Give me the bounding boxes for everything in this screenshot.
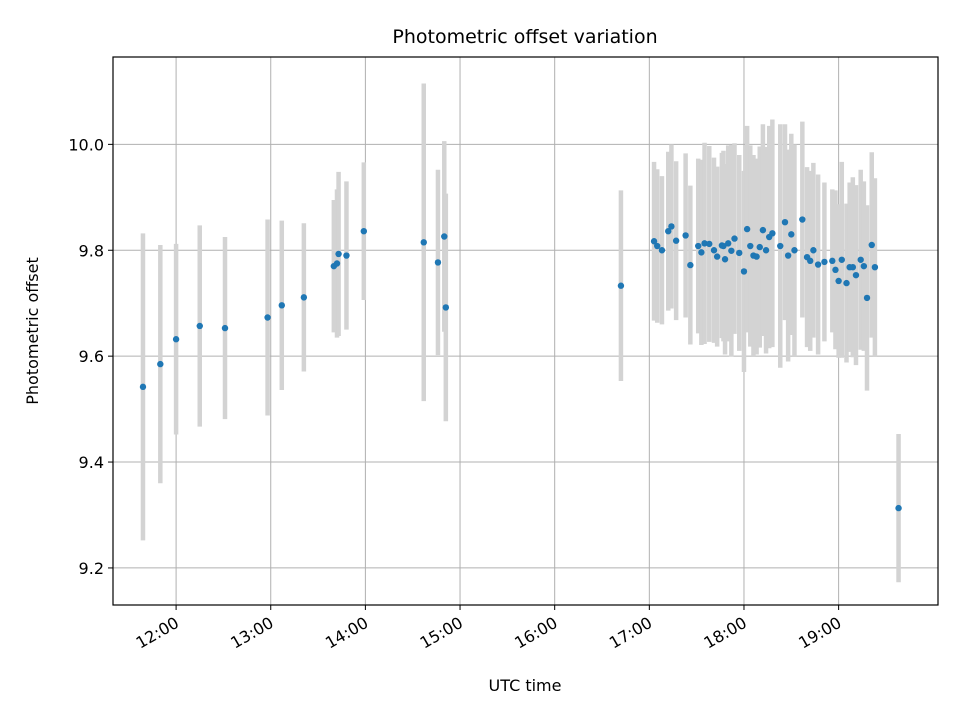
data-point (769, 230, 776, 237)
data-point (196, 322, 203, 330)
data-point (617, 282, 625, 289)
data-point (821, 258, 828, 266)
data-point (706, 240, 713, 248)
data-point (343, 252, 350, 259)
data-point (788, 231, 795, 238)
grid (113, 57, 938, 605)
data-point (672, 237, 680, 244)
data-point (843, 279, 850, 287)
data-point (810, 247, 817, 254)
plot-frame (112, 56, 939, 606)
y-tick-label: 9.6 (79, 347, 104, 366)
data-point (701, 240, 708, 247)
data-point (860, 262, 868, 270)
data-point (720, 242, 727, 250)
data-point (740, 268, 748, 275)
data-point (654, 242, 661, 250)
data-point (420, 239, 427, 246)
data-point (442, 304, 450, 311)
data-point (743, 225, 751, 233)
data-point (895, 504, 902, 512)
y-axis-label: Photometric offset (23, 257, 42, 405)
data-point (264, 314, 271, 321)
data-point (157, 360, 164, 368)
data-point (721, 256, 729, 263)
data-point (441, 233, 448, 240)
data-point (871, 263, 879, 271)
data-point (172, 336, 180, 343)
y-axis: 9.2 9.4 9.6 9.8 10.0 (68, 135, 113, 578)
data-point (852, 271, 860, 279)
data-point (658, 247, 666, 254)
y-tick-label: 9.8 (79, 241, 104, 260)
data-point (736, 249, 743, 257)
data-point (838, 256, 845, 263)
data-point (668, 223, 675, 230)
data-point (777, 242, 784, 250)
data-point (849, 263, 857, 271)
data-point (725, 240, 732, 247)
data-point (434, 259, 442, 266)
data-point (333, 260, 341, 267)
y-tick-label: 9.2 (79, 559, 104, 578)
data-point (807, 257, 814, 265)
data-point (682, 232, 689, 239)
data-point (814, 261, 822, 268)
data-point (835, 277, 842, 285)
data-point (762, 247, 770, 254)
data-point (687, 261, 694, 269)
data-point (650, 238, 658, 245)
data-point (665, 227, 672, 235)
data-point (759, 226, 767, 234)
data-point (791, 247, 798, 254)
data-point (728, 247, 735, 254)
data-point (698, 249, 705, 256)
y-tick-label: 9.4 (79, 453, 104, 472)
data-point (832, 266, 839, 274)
y-tick-label: 10.0 (68, 135, 104, 154)
data-point (278, 302, 285, 309)
data-point (799, 216, 806, 223)
data-point (753, 253, 760, 260)
data-point (781, 218, 789, 226)
data-point (221, 324, 229, 332)
x-axis-label: UTC time (489, 676, 562, 695)
data-point (335, 250, 342, 258)
data-points (139, 216, 902, 512)
data-point (713, 253, 721, 260)
data-point (710, 247, 718, 254)
data-point (747, 242, 754, 250)
data-point (756, 243, 763, 251)
data-point (863, 294, 871, 302)
data-point (784, 252, 792, 259)
chart-title: Photometric offset variation (392, 26, 657, 48)
data-point (300, 294, 308, 301)
data-point (857, 256, 864, 263)
data-point (829, 257, 836, 265)
data-point (868, 241, 875, 249)
data-point (360, 227, 368, 235)
data-point (731, 235, 738, 242)
data-point (139, 383, 147, 391)
data-point (695, 242, 702, 250)
